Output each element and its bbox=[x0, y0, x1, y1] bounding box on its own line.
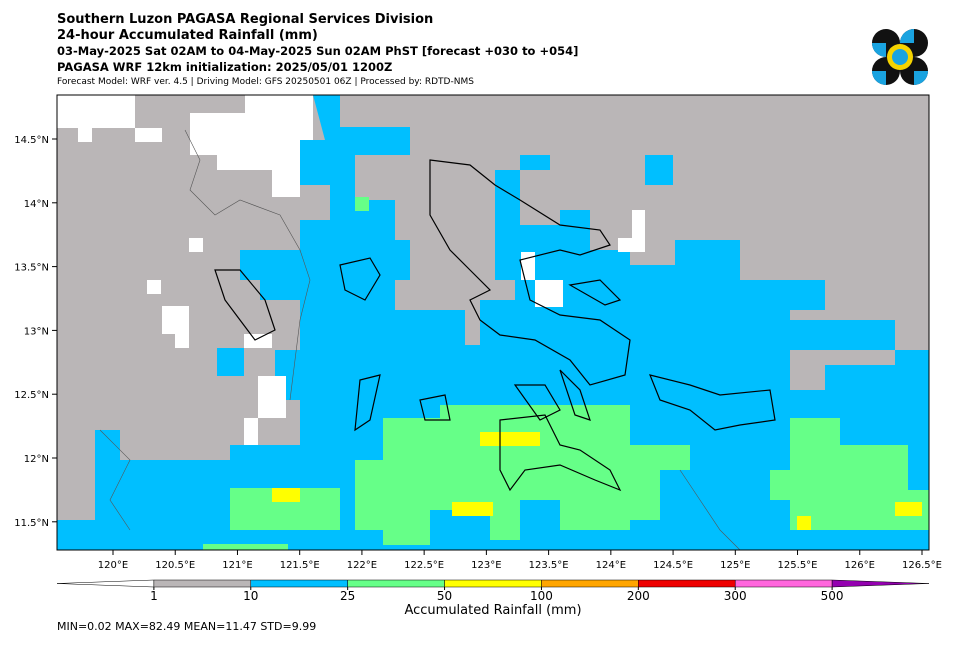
colorbar-segment bbox=[541, 579, 639, 588]
colorbar-label: 1 bbox=[150, 589, 158, 603]
lon-label: 124.5°E bbox=[653, 560, 693, 571]
stats: MIN=0.02 MAX=82.49 MEAN=11.47 STD=9.99 bbox=[57, 620, 316, 633]
colorbar-segment bbox=[734, 579, 833, 588]
lat-label: 14°N bbox=[24, 199, 49, 210]
colorbar-segment bbox=[347, 579, 445, 588]
lon-label: 126.5°E bbox=[902, 560, 942, 571]
colorbar-label: 25 bbox=[340, 589, 355, 603]
lon-label: 121.5°E bbox=[280, 560, 320, 571]
lon-label: 120°E bbox=[98, 560, 128, 571]
colorbar-label: 100 bbox=[530, 589, 553, 603]
model-note: Forecast Model: WRF ver. 4.5 | Driving M… bbox=[57, 77, 474, 87]
colorbar-segment bbox=[250, 579, 348, 588]
lon-label: 123°E bbox=[471, 560, 501, 571]
logo bbox=[872, 29, 928, 85]
lon-label: 125°E bbox=[720, 560, 750, 571]
provincial-borders bbox=[99, 129, 741, 551]
lon-label: 124°E bbox=[596, 560, 626, 571]
lon-label: 121°E bbox=[222, 560, 252, 571]
lat-label: 13°N bbox=[24, 326, 49, 337]
lon-label: 123.5°E bbox=[529, 560, 569, 571]
lat-label: 12.5°N bbox=[14, 390, 49, 401]
lat-label: 11.5°N bbox=[14, 518, 49, 529]
init: PAGASA WRF 12km initialization: 2025/05/… bbox=[57, 60, 392, 74]
rain-10-25 bbox=[57, 95, 929, 550]
colorbar-segment bbox=[831, 579, 930, 588]
colorbar-label: 500 bbox=[821, 589, 844, 603]
colorbar-title: Accumulated Rainfall (mm) bbox=[404, 603, 581, 618]
lon-label: 120.5°E bbox=[155, 560, 195, 571]
lon-label: 122.5°E bbox=[404, 560, 444, 571]
lon-label: 125.5°E bbox=[778, 560, 818, 571]
colorbar: 1 10 25 50 100 200 300 500 bbox=[56, 579, 930, 603]
lon-label: 126°E bbox=[845, 560, 875, 571]
period: 03-May-2025 Sat 02AM to 04-May-2025 Sun … bbox=[57, 44, 578, 58]
lon-label: 122°E bbox=[347, 560, 377, 571]
subtitle: 24-hour Accumulated Rainfall (mm) bbox=[57, 28, 318, 43]
lat-label: 14.5°N bbox=[14, 135, 49, 146]
lat-label: 13.5°N bbox=[14, 263, 49, 274]
rain-below-1 bbox=[57, 95, 645, 445]
colorbar-label: 50 bbox=[437, 589, 452, 603]
colorbar-label: 200 bbox=[627, 589, 650, 603]
lat-label: 12°N bbox=[24, 454, 49, 465]
rain-25-50 bbox=[203, 197, 929, 550]
map-frame bbox=[56, 94, 930, 551]
colorbar-segment bbox=[153, 579, 252, 588]
rain-50-100 bbox=[272, 432, 922, 530]
map bbox=[56, 94, 930, 551]
colorbar-segment bbox=[638, 579, 736, 588]
title: Southern Luzon PAGASA Regional Services … bbox=[57, 12, 433, 27]
colorbar-label: 300 bbox=[724, 589, 747, 603]
colorbar-segment bbox=[444, 579, 542, 588]
colorbar-segment bbox=[56, 579, 155, 588]
colorbar-label: 10 bbox=[243, 589, 258, 603]
coastlines bbox=[214, 159, 776, 492]
